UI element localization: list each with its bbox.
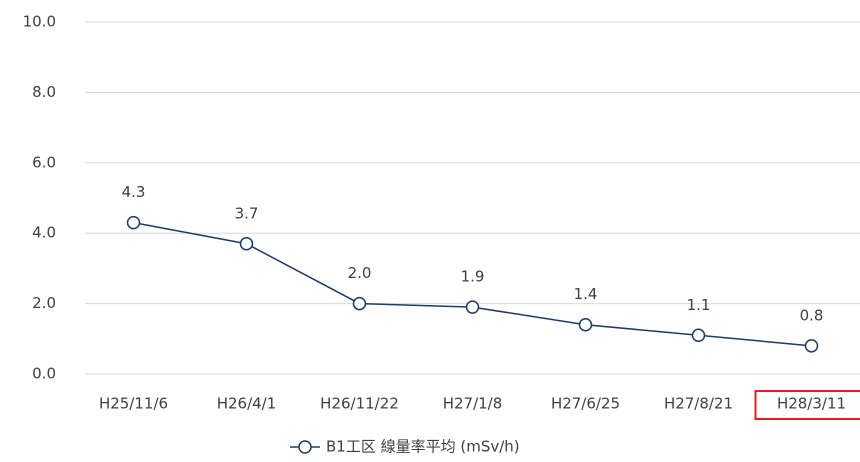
- data-label: 0.8: [800, 306, 824, 324]
- y-tick-label: 8.0: [32, 83, 56, 101]
- data-label: 3.7: [235, 204, 259, 222]
- x-tick-label: H27/6/25: [551, 395, 620, 413]
- x-tick-label: H26/11/22: [320, 395, 399, 413]
- y-tick-label: 10.0: [23, 13, 56, 31]
- data-point: [239, 237, 254, 251]
- y-tick-label: 2.0: [32, 294, 56, 312]
- x-tick-label: H25/11/6: [99, 395, 168, 413]
- y-tick-label: 6.0: [32, 153, 56, 171]
- data-label: 1.1: [687, 296, 711, 314]
- data-label: 2.0: [348, 264, 372, 282]
- highlight-box: [754, 390, 860, 420]
- data-label: 4.3: [122, 183, 146, 201]
- data-point: [691, 328, 706, 343]
- legend-label: B1工区 線量率平均 (mSv/h): [326, 438, 520, 456]
- y-tick-label: 4.0: [32, 224, 56, 242]
- x-tick-label: H26/4/1: [217, 395, 277, 413]
- y-tick-label: 0.0: [32, 365, 56, 383]
- data-label: 1.9: [461, 268, 485, 286]
- data-point: [804, 339, 819, 353]
- data-point: [465, 300, 480, 314]
- x-tick-label: H27/1/8: [443, 395, 503, 413]
- data-label: 1.4: [574, 285, 598, 303]
- legend-marker: [298, 440, 312, 454]
- x-tick-label: H27/8/21: [664, 395, 733, 413]
- x-tick-label: H28/3/11: [777, 395, 846, 413]
- data-point: [126, 215, 141, 230]
- data-point: [578, 317, 593, 332]
- data-point: [352, 296, 367, 311]
